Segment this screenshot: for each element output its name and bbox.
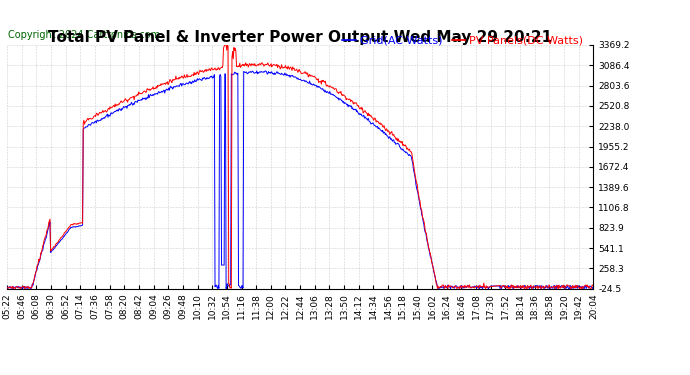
Text: Copyright 2024 Cartronics.com: Copyright 2024 Cartronics.com [8, 30, 160, 40]
Legend: Grid(AC Watts), PV Panels(DC Watts): Grid(AC Watts), PV Panels(DC Watts) [338, 31, 588, 50]
Title: Total PV Panel & Inverter Power Output Wed May 29 20:21: Total PV Panel & Inverter Power Output W… [48, 30, 552, 45]
